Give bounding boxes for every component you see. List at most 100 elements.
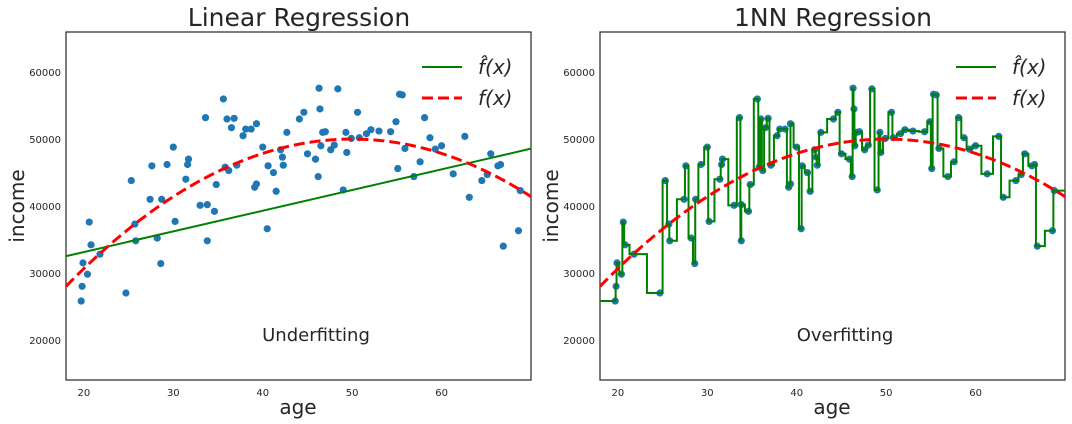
x-axis-ticks: 20 30 40 50 60 — [78, 388, 448, 399]
y-axis-ticks: 20000 30000 40000 50000 60000 — [563, 68, 595, 347]
data-point — [334, 85, 342, 93]
legend-fit-label: f̂(x) — [1012, 55, 1046, 79]
underfitting-annotation: Underfitting — [262, 325, 370, 346]
data-point — [269, 168, 278, 177]
fitted-step-line — [600, 87, 1065, 303]
data-point — [426, 134, 434, 142]
data-point — [127, 176, 135, 185]
data-point — [387, 128, 395, 136]
y-tick-label: 30000 — [563, 269, 595, 280]
y-tick-label: 50000 — [563, 135, 595, 146]
data-point — [420, 114, 429, 122]
data-point — [499, 242, 507, 250]
x-tick-label: 60 — [969, 388, 982, 399]
linear-regression-panel: Linear Regression 20 30 40 50 60 20000 30000 4… — [5, 3, 532, 419]
x-axis-label: age — [813, 395, 850, 419]
data-point — [171, 217, 179, 225]
chart-title: 1NN Regression — [734, 3, 932, 32]
data-point — [343, 148, 351, 157]
data-point — [252, 180, 261, 188]
data-point — [230, 114, 238, 122]
data-point — [259, 143, 267, 151]
data-point — [227, 124, 236, 132]
y-axis-label: income — [5, 169, 29, 242]
data-point — [353, 108, 362, 116]
data-point — [295, 115, 303, 123]
plot-clip-group — [600, 84, 1065, 305]
data-point — [314, 172, 322, 181]
data-point — [375, 127, 383, 135]
plot-clip-group — [66, 84, 531, 305]
y-axis-ticks: 20000 30000 40000 50000 60000 — [29, 68, 61, 347]
y-tick-label: 30000 — [29, 269, 61, 280]
data-point — [279, 161, 287, 169]
plot-frame — [65, 31, 532, 381]
data-point — [169, 143, 177, 151]
data-point — [465, 193, 473, 201]
data-point — [461, 132, 469, 140]
x-tick-label: 40 — [256, 388, 269, 399]
data-point — [157, 259, 165, 268]
data-point — [223, 115, 231, 123]
data-point — [330, 141, 338, 149]
data-point — [392, 118, 400, 126]
data-point — [264, 162, 272, 170]
plot-area — [66, 84, 531, 305]
data-point — [239, 132, 247, 140]
data-point — [317, 142, 325, 150]
y-tick-label: 50000 — [29, 135, 61, 146]
data-point — [300, 108, 308, 116]
true-function-curve — [66, 137, 531, 288]
x-tick-label: 50 — [880, 388, 893, 399]
data-point — [242, 125, 250, 133]
data-point — [311, 155, 320, 163]
data-point — [85, 218, 93, 226]
y-tick-label: 20000 — [29, 336, 61, 347]
x-tick-label: 60 — [435, 388, 448, 399]
plot-area — [600, 84, 1065, 305]
x-tick-label: 40 — [790, 388, 803, 399]
data-point — [401, 144, 409, 153]
fitted-line — [66, 147, 531, 258]
data-point — [182, 175, 190, 183]
data-point — [315, 84, 323, 92]
data-point — [122, 289, 130, 297]
data-point — [303, 150, 312, 158]
legend-truth-label: f(x) — [1012, 86, 1046, 110]
data-point — [203, 237, 211, 245]
data-point — [247, 125, 255, 133]
data-point — [203, 201, 211, 209]
x-tick-label: 50 — [346, 388, 359, 399]
x-axis-label: age — [279, 395, 316, 419]
data-point — [83, 270, 92, 278]
data-point — [416, 158, 424, 166]
data-point — [283, 128, 291, 136]
data-point — [316, 105, 324, 113]
chart-title: Linear Regression — [188, 3, 410, 32]
data-point — [201, 114, 210, 122]
data-point — [514, 227, 523, 235]
data-point — [342, 128, 350, 136]
true-function-curve — [600, 137, 1065, 288]
x-tick-label: 30 — [701, 388, 714, 399]
data-point — [487, 150, 495, 158]
data-point — [212, 180, 220, 189]
data-point — [252, 120, 261, 128]
data-point — [449, 170, 457, 178]
data-point — [367, 126, 375, 134]
legend: f̂(x) f(x) — [422, 55, 512, 110]
x-axis-ticks: 20 30 40 50 60 — [612, 388, 982, 399]
data-point — [158, 195, 166, 203]
y-tick-label: 20000 — [563, 336, 595, 347]
data-point — [394, 164, 402, 173]
data-point — [184, 160, 192, 169]
legend-truth-label: f(x) — [478, 86, 512, 110]
data-point — [437, 142, 446, 150]
y-tick-label: 40000 — [563, 202, 595, 213]
data-point — [219, 95, 227, 103]
data-point — [148, 162, 156, 170]
data-point — [496, 160, 505, 169]
y-tick-label: 60000 — [563, 68, 595, 79]
data-point — [278, 153, 287, 161]
